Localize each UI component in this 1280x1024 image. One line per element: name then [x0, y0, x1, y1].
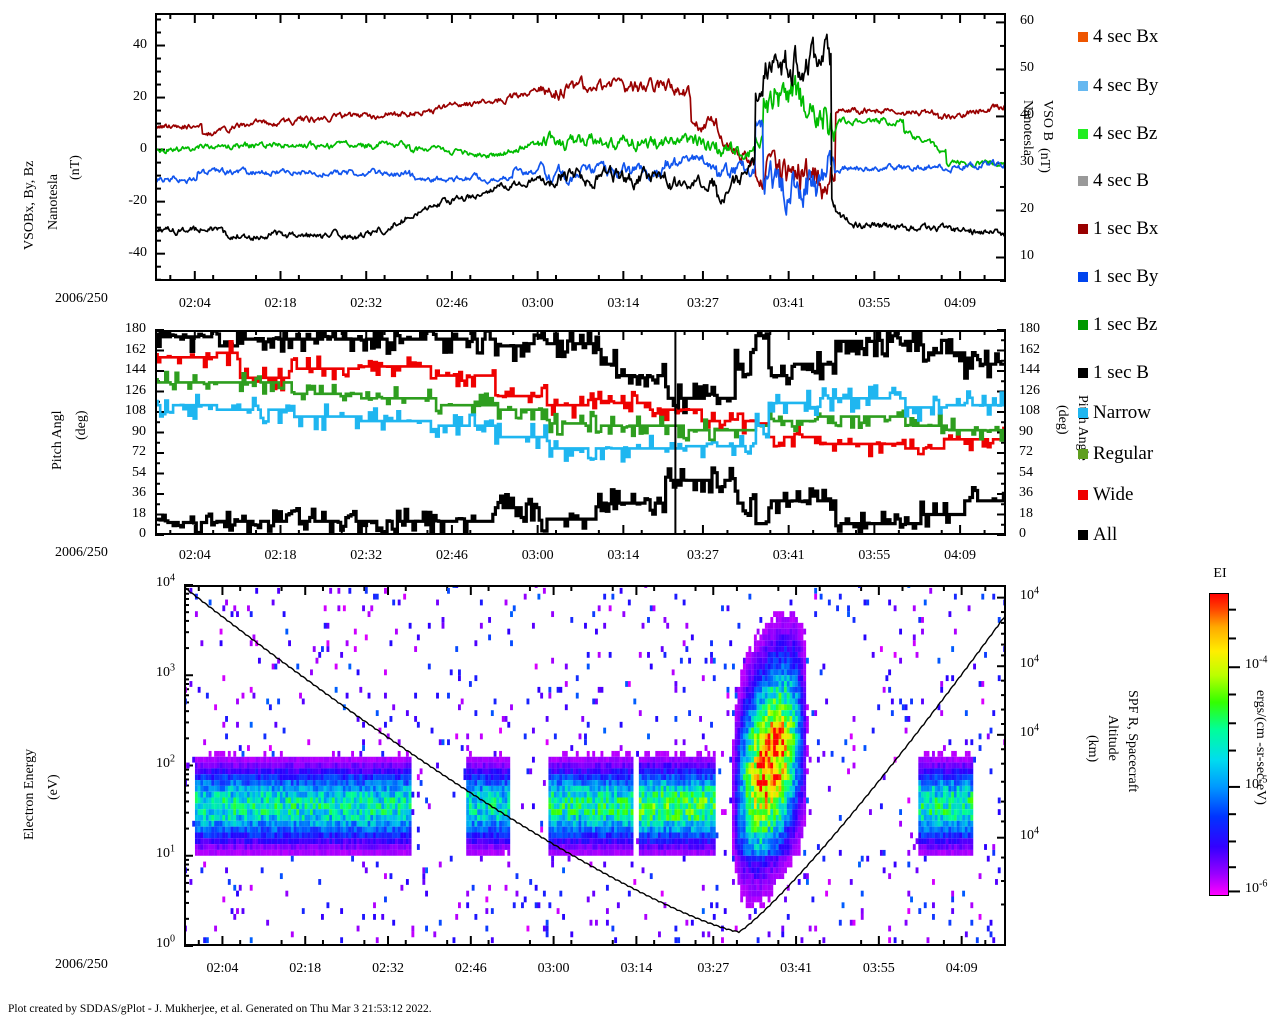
legend-swatch-icon — [1078, 367, 1088, 378]
legend-item-4-sec-b[interactable]: 4 sec B — [1078, 171, 1149, 191]
legend-label: 1 sec Bz — [1093, 314, 1158, 335]
legend-swatch-icon — [1078, 175, 1088, 186]
panel3-date-label: 2006/250 — [55, 957, 108, 972]
legend-label: 1 sec Bx — [1093, 218, 1159, 239]
legend-label: 1 sec By — [1093, 266, 1159, 287]
legend-label: Wide — [1093, 484, 1134, 505]
colorbar-gradient — [1209, 593, 1229, 896]
legend-item-4-sec-bx[interactable]: 4 sec Bx — [1078, 27, 1158, 47]
legend-item-regular[interactable]: Regular — [1078, 444, 1153, 464]
panel1-date-label: 2006/250 — [55, 291, 108, 306]
legend-swatch-icon — [1078, 80, 1088, 91]
legend-item-narrow[interactable]: Narrow — [1078, 403, 1151, 423]
legend-label: 4 sec B — [1093, 170, 1149, 191]
legend-item-1-sec-b[interactable]: 1 sec B — [1078, 363, 1149, 383]
legend-swatch-icon — [1078, 223, 1088, 234]
legend-label: Regular — [1093, 443, 1154, 464]
colorbar-title: EI — [1213, 566, 1227, 581]
legend-label: 4 sec By — [1093, 75, 1159, 96]
legend-label: All — [1093, 524, 1118, 545]
legend-swatch-icon — [1078, 31, 1088, 42]
legend-item-all[interactable]: All — [1078, 525, 1117, 545]
legend-item-1-sec-by[interactable]: 1 sec By — [1078, 267, 1158, 287]
legend-label: 4 sec Bz — [1093, 123, 1158, 144]
legend-item-4-sec-by[interactable]: 4 sec By — [1078, 76, 1158, 96]
legend-swatch-icon — [1078, 271, 1088, 282]
panel2-date-label: 2006/250 — [55, 545, 108, 560]
legend-label: 1 sec B — [1093, 362, 1149, 383]
legend-swatch-icon — [1078, 128, 1088, 139]
legend-swatch-icon — [1078, 407, 1088, 418]
legend-swatch-icon — [1078, 489, 1088, 500]
legend-swatch-icon — [1078, 448, 1088, 459]
legend-item-1-sec-bz[interactable]: 1 sec Bz — [1078, 315, 1157, 335]
legend-label: Narrow — [1093, 402, 1152, 423]
footer-credit: Plot created by SDDAS/gPlot - J. Mukherj… — [8, 1003, 432, 1015]
legend-swatch-icon — [1078, 319, 1088, 330]
legend-item-4-sec-bz[interactable]: 4 sec Bz — [1078, 124, 1157, 144]
legend-label: 4 sec Bx — [1093, 26, 1159, 47]
legend-item-wide[interactable]: Wide — [1078, 485, 1133, 505]
legend-swatch-icon — [1078, 529, 1088, 540]
legend-item-1-sec-bx[interactable]: 1 sec Bx — [1078, 219, 1158, 239]
